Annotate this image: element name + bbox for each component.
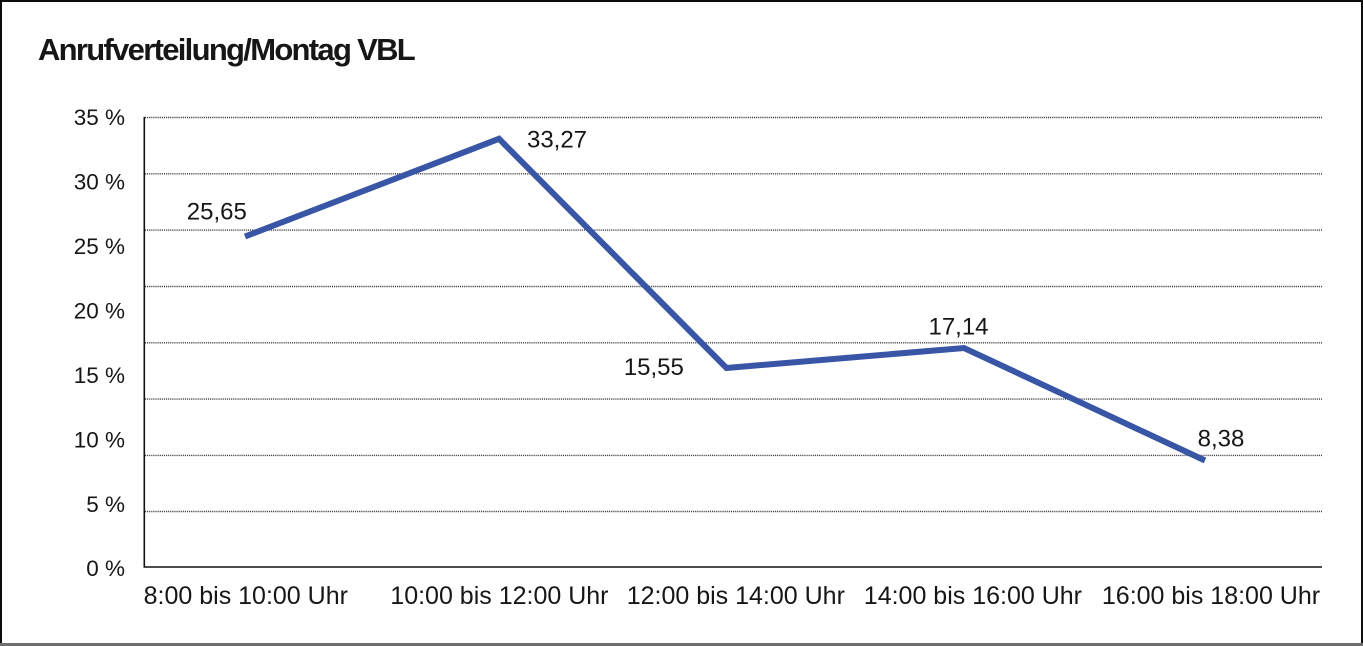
svg-text:30 %: 30 % <box>74 170 125 195</box>
svg-text:10 %: 10 % <box>74 427 125 452</box>
svg-text:16:00 bis 18:00 Uhr: 16:00 bis 18:00 Uhr <box>1102 582 1320 610</box>
svg-text:33,27: 33,27 <box>527 127 587 154</box>
svg-text:Anrufverteilung/Montag VBL: Anrufverteilung/Montag VBL <box>38 32 415 67</box>
svg-text:5 %: 5 % <box>86 492 125 517</box>
svg-text:15 %: 15 % <box>74 363 125 388</box>
svg-text:15,55: 15,55 <box>624 354 684 381</box>
svg-text:25 %: 25 % <box>74 234 125 259</box>
svg-text:35 %: 35 % <box>74 105 125 130</box>
svg-text:25,65: 25,65 <box>187 198 247 225</box>
svg-text:8,38: 8,38 <box>1198 426 1245 453</box>
svg-text:20 %: 20 % <box>74 299 125 324</box>
svg-text:17,14: 17,14 <box>928 314 988 341</box>
svg-text:0 %: 0 % <box>86 556 125 581</box>
svg-text:8:00 bis 10:00 Uhr: 8:00 bis 10:00 Uhr <box>144 582 348 610</box>
svg-text:14:00 bis 16:00 Uhr: 14:00 bis 16:00 Uhr <box>864 582 1082 610</box>
svg-text:12:00 bis 14:00 Uhr: 12:00 bis 14:00 Uhr <box>627 582 845 610</box>
svg-text:10:00 bis 12:00 Uhr: 10:00 bis 12:00 Uhr <box>390 582 608 610</box>
